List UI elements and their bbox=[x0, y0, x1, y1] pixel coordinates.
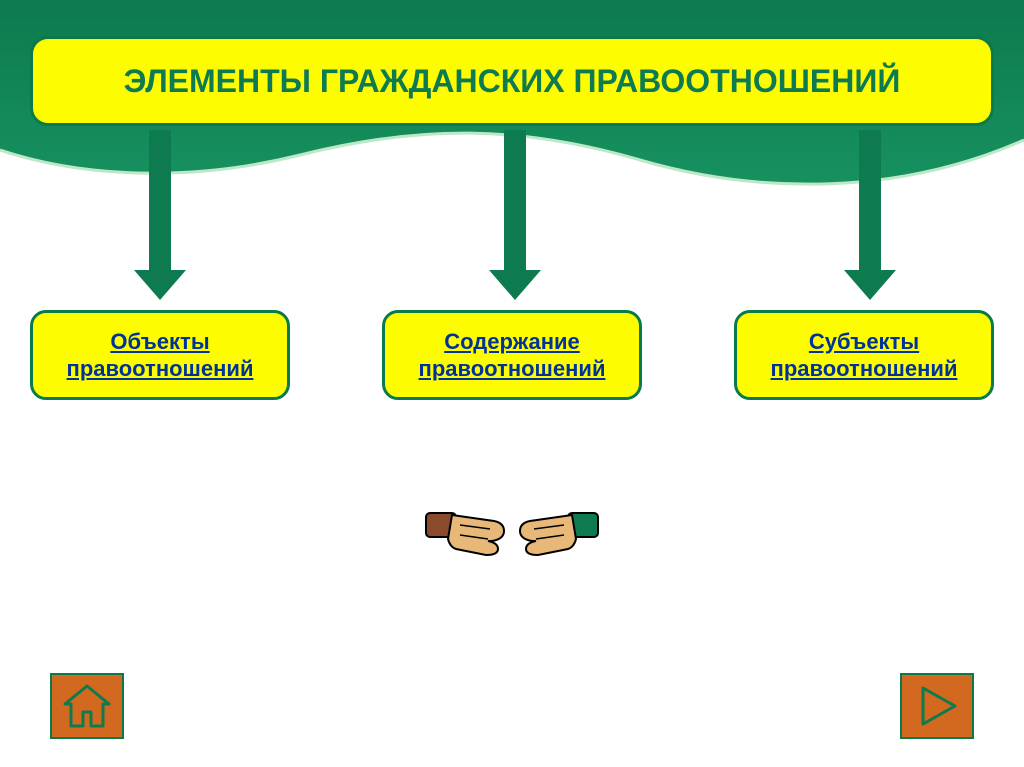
title-box: ЭЛЕМЕНТЫ ГРАЖДАНСКИХ ПРАВООТНОШЕНИЙ bbox=[30, 36, 994, 126]
sub-box-label: Содержание правоотношений bbox=[419, 328, 606, 383]
arrow-2 bbox=[495, 130, 535, 300]
sub-box-subjects[interactable]: Субъекты правоотношений bbox=[734, 310, 994, 400]
arrow-3 bbox=[850, 130, 890, 300]
next-icon bbox=[911, 682, 963, 730]
sub-box-label: Субъекты правоотношений bbox=[771, 328, 958, 383]
home-icon bbox=[61, 682, 113, 730]
next-button[interactable] bbox=[900, 673, 974, 739]
handshake-icon bbox=[420, 480, 604, 570]
home-button[interactable] bbox=[50, 673, 124, 739]
sub-box-objects[interactable]: Объекты правоотношений bbox=[30, 310, 290, 400]
sub-box-label: Объекты правоотношений bbox=[67, 328, 254, 383]
sub-box-content[interactable]: Содержание правоотношений bbox=[382, 310, 642, 400]
arrow-1 bbox=[140, 130, 180, 300]
